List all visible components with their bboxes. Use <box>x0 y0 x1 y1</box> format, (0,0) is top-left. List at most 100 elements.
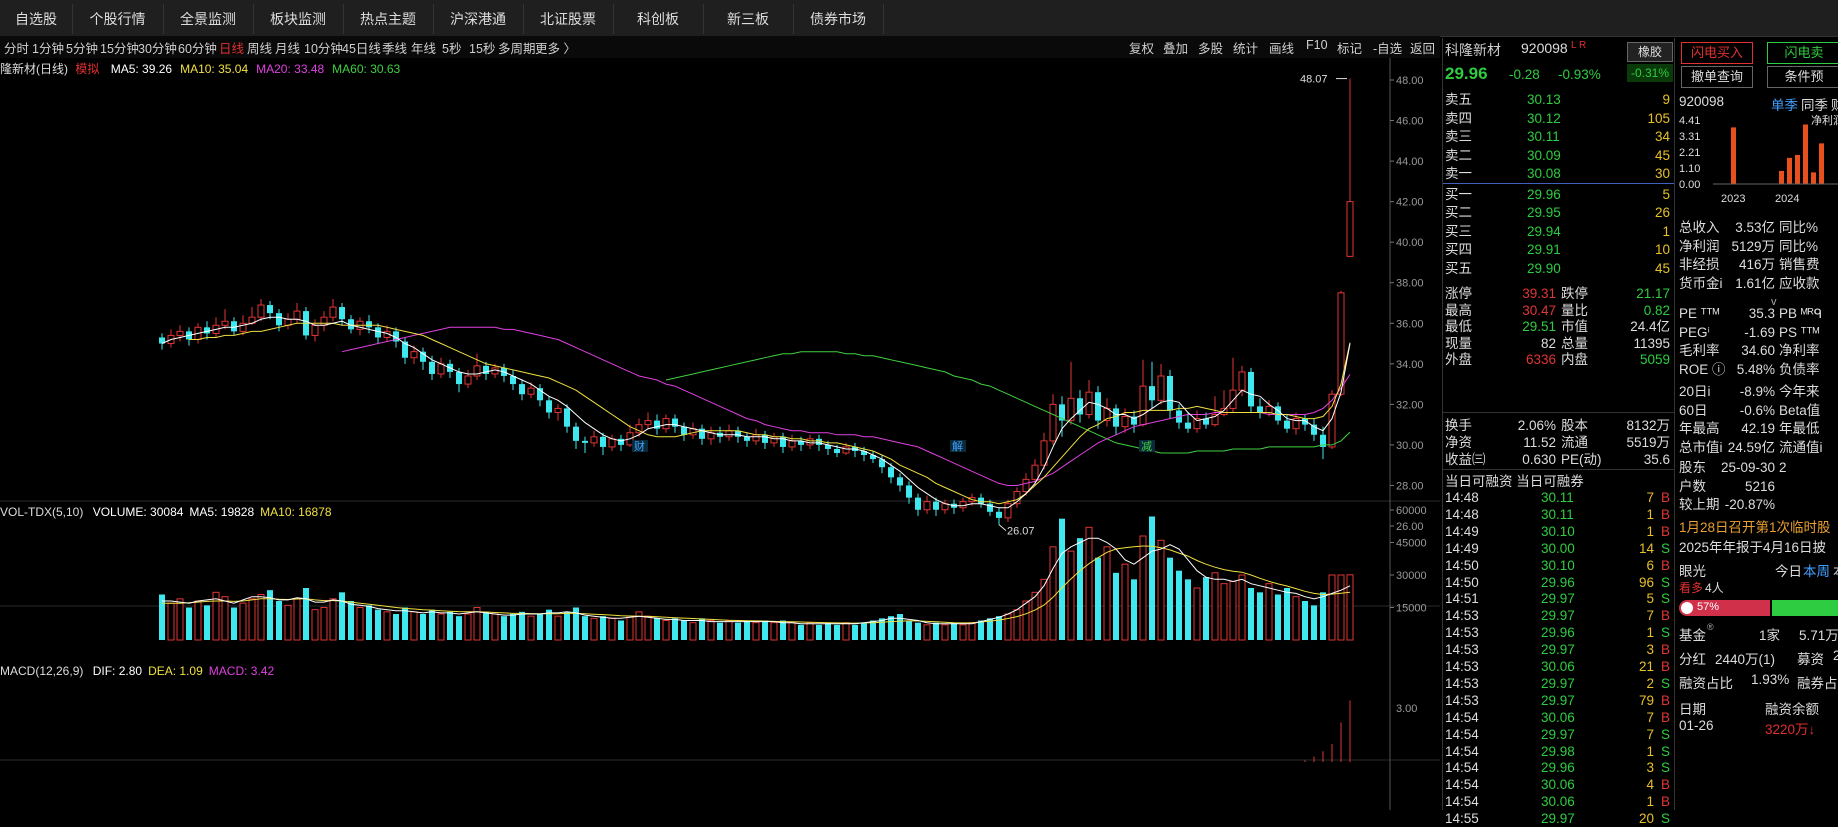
nav-tab-6[interactable]: 北证股票 <box>523 4 614 34</box>
trade-tick: 14:55 29.97 20 S <box>1443 811 1674 827</box>
ma20-line <box>341 326 1351 486</box>
volume-bar <box>996 616 1002 640</box>
nav-tab-9[interactable]: 债券市场 <box>793 4 884 34</box>
ask-row[interactable]: 卖二 30.09 45 <box>1443 146 1674 165</box>
period-9[interactable]: 10分钟 <box>304 42 343 56</box>
tool-0[interactable]: 复权 <box>1129 42 1155 56</box>
marker-box[interactable] <box>1139 440 1155 452</box>
tool-8[interactable]: 返回 <box>1410 42 1436 56</box>
industry-tag[interactable]: 橡胶 <box>1627 42 1673 62</box>
flash-sell-button[interactable]: 闪电卖 <box>1767 42 1838 64</box>
tool-1[interactable]: 叠加 <box>1163 42 1189 56</box>
volume-bar <box>725 620 733 641</box>
volume-bar <box>491 613 499 641</box>
period-6[interactable]: 日线 <box>219 42 245 56</box>
period-0[interactable]: 分时 <box>4 42 30 56</box>
tool-4[interactable]: 画线 <box>1269 42 1295 56</box>
tab-eye-today[interactable]: 今日 <box>1775 564 1802 579</box>
tool-2[interactable]: 多股 <box>1198 42 1224 56</box>
period-13[interactable]: 5秒 <box>442 42 462 56</box>
period-1[interactable]: 1分钟 <box>32 42 64 56</box>
candle-body <box>842 446 850 454</box>
period-15[interactable]: 多周期 <box>498 42 536 56</box>
industry-change: -0.31% <box>1627 64 1673 82</box>
tab-single-quarter[interactable]: 单季 <box>1771 98 1798 113</box>
notice-report[interactable]: 2025年年报于4月16日披 <box>1679 540 1827 555</box>
ask-row[interactable]: 卖三 30.11 34 <box>1443 127 1674 146</box>
period-10[interactable]: 45日线 <box>342 42 381 56</box>
candle-body <box>1203 418 1209 425</box>
candle-body <box>1211 414 1219 426</box>
period-2[interactable]: 5分钟 <box>66 42 98 56</box>
volume-bar <box>1346 574 1354 641</box>
volume-bar <box>366 605 372 640</box>
ask-row[interactable]: 卖四 30.12 105 <box>1443 109 1674 128</box>
conditional-order-button[interactable]: 条件预 <box>1767 66 1838 88</box>
period-7[interactable]: 周线 <box>247 42 273 56</box>
bid-row[interactable]: 买四 29.91 10 <box>1443 240 1674 259</box>
stat-row: 最高 30.47 量比 0.82 <box>1443 303 1674 319</box>
volume-legend: VOL-TDX(5,10) VOLUME: 30084 MA5: 19828 MA1… <box>0 505 332 519</box>
mode-badge[interactable]: 模拟 <box>75 62 100 76</box>
candle-body <box>519 384 525 395</box>
ask-row[interactable]: 卖一 30.08 30 <box>1443 164 1674 183</box>
bid-row[interactable]: 买三 29.94 1 <box>1443 222 1674 241</box>
nav-tab-4[interactable]: 热点主题 <box>343 4 434 34</box>
val-row: ROE ⓘ 5.48% 负债率 <box>1675 360 1838 379</box>
nav-tab-3[interactable]: 板块监测 <box>253 4 344 34</box>
stat-label: 净资 <box>1445 435 1472 450</box>
tool-6[interactable]: 标记 <box>1337 42 1363 56</box>
bid-row[interactable]: 买五 29.90 45 <box>1443 259 1674 278</box>
tick-side: S <box>1660 760 1670 776</box>
chart-area[interactable]: 48.00 46.00 44.00 42.00 40.00 38.00 36.00 34.00… <box>0 58 1440 810</box>
period-8[interactable]: 月线 <box>275 42 301 56</box>
val-row-right: 负债率 <box>1779 361 1820 377</box>
period-4[interactable]: 30分钟 <box>138 42 177 56</box>
book-price: 29.95 <box>1527 205 1561 220</box>
candle-body <box>635 424 643 434</box>
candle-body <box>923 501 931 511</box>
period-3[interactable]: 15分钟 <box>100 42 139 56</box>
volume-bar <box>806 622 814 641</box>
period-14[interactable]: 15秒 <box>469 42 496 56</box>
bid-row[interactable]: 买二 29.95 26 <box>1443 203 1674 222</box>
event-marker[interactable]: 减 <box>1141 440 1152 453</box>
tab-financial[interactable]: 财 <box>1831 98 1838 113</box>
bear-fill <box>1772 600 1838 616</box>
nav-tab-2[interactable]: 全景监测 <box>163 4 254 34</box>
marker-box[interactable] <box>632 440 648 452</box>
notice-meeting[interactable]: 1月28日召开第1次临时股 <box>1679 520 1831 535</box>
period-11[interactable]: 季线 <box>382 42 408 56</box>
tool-5[interactable]: F10 <box>1306 38 1328 52</box>
info-icon[interactable]: ® <box>1707 622 1714 632</box>
event-marker[interactable]: 解 <box>952 439 963 453</box>
tab-eye-week[interactable]: 本周 <box>1803 564 1830 579</box>
period-5[interactable]: 60分钟 <box>178 42 217 56</box>
fin-row-value: 3.53亿 <box>1735 220 1775 235</box>
order-query-button[interactable]: 撤单查询 <box>1681 66 1753 88</box>
bid-row[interactable]: 买一 29.96 5 <box>1443 185 1674 204</box>
volume-bar <box>167 602 175 641</box>
nav-tab-7[interactable]: 科创板 <box>613 4 704 34</box>
flash-buy-button[interactable]: 闪电买入 <box>1681 42 1753 64</box>
volume-bar <box>1095 557 1101 640</box>
nav-tab-8[interactable]: 新三板 <box>703 4 794 34</box>
nav-tab-5[interactable]: 沪深港通 <box>433 4 524 34</box>
marker-box[interactable] <box>950 440 966 452</box>
book-price: 30.11 <box>1527 129 1560 144</box>
val-row-label: 毛利率 <box>1679 343 1720 358</box>
period-12[interactable]: 年线 <box>411 42 437 56</box>
nav-tab-0[interactable]: 自选股 <box>0 4 73 34</box>
tool-3[interactable]: 统计 <box>1233 42 1259 56</box>
tool-7[interactable]: -自选 <box>1373 42 1403 56</box>
ask-row[interactable]: 卖五 30.13 9 <box>1443 90 1674 109</box>
fin-row-right: 同比% <box>1779 238 1819 254</box>
expand-chevron-icon[interactable]: v <box>1771 296 1777 308</box>
tab-same-quarter[interactable]: 同季 <box>1801 98 1828 113</box>
tab-eye-more[interactable]: 本 <box>1833 560 1838 580</box>
event-marker[interactable]: 财 <box>634 439 645 453</box>
nav-tab-1[interactable]: 个股行情 <box>72 4 164 34</box>
volume-bar <box>456 616 462 640</box>
fund-shares: 5.71万股 <box>1799 628 1838 643</box>
period-16[interactable]: 更多 〉 <box>535 42 576 56</box>
